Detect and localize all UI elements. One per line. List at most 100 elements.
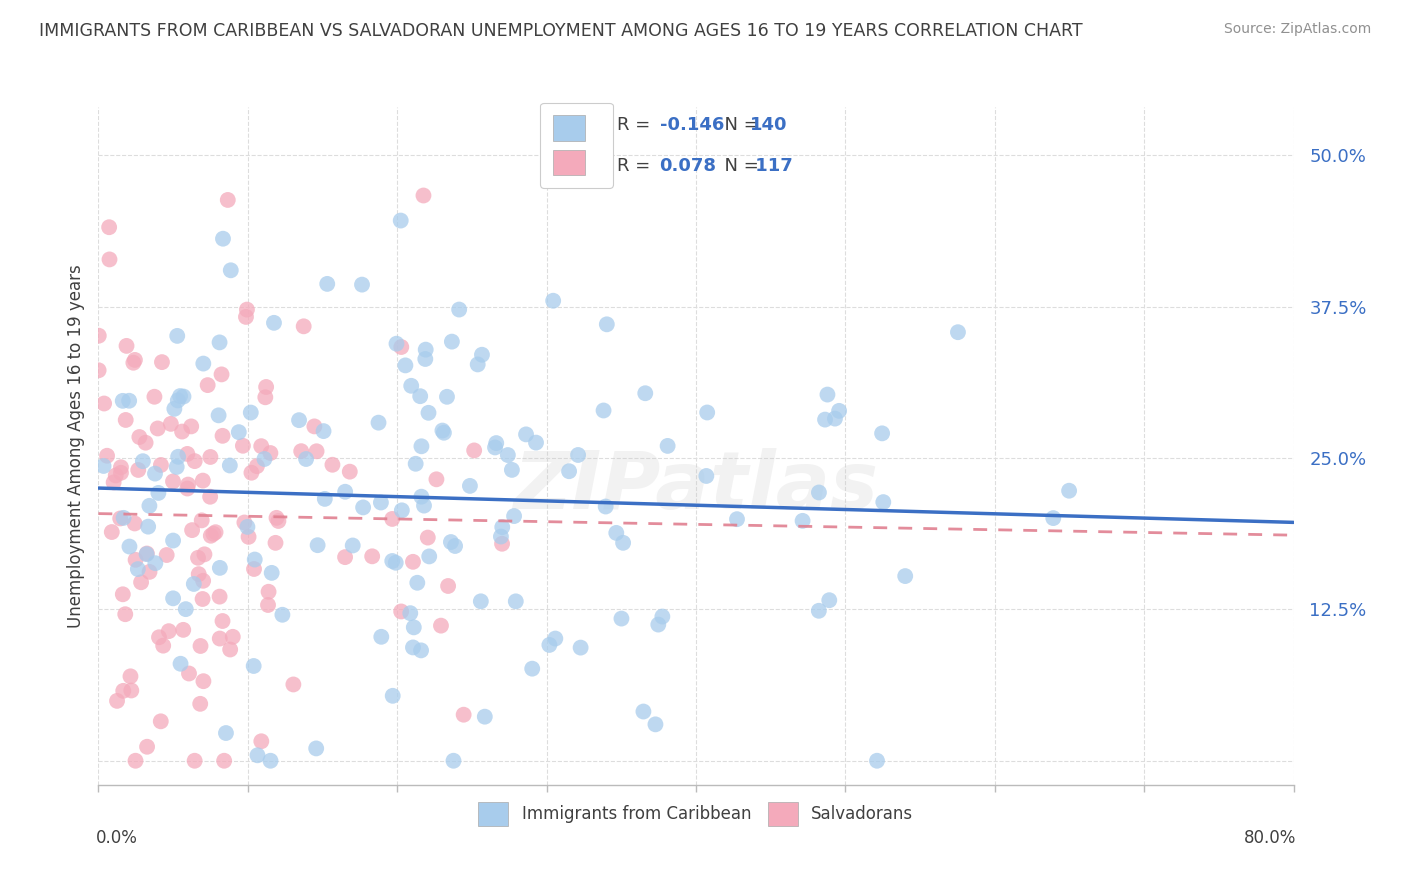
Salvadorans xyxy=(254,390,277,404)
Salvadorans xyxy=(389,604,412,618)
Text: Source: ZipAtlas.com: Source: ZipAtlas.com xyxy=(1223,22,1371,37)
Salvadorans xyxy=(96,449,118,463)
Salvadorans xyxy=(416,531,439,545)
Salvadorans xyxy=(283,677,305,691)
Immigrants from Caribbean xyxy=(696,405,718,419)
Immigrants from Caribbean xyxy=(592,403,614,417)
Text: ZIPatlas: ZIPatlas xyxy=(513,448,879,525)
Immigrants from Caribbean xyxy=(385,336,408,351)
Immigrants from Caribbean xyxy=(470,594,492,608)
Immigrants from Caribbean xyxy=(496,448,519,462)
Salvadorans xyxy=(304,419,326,434)
Immigrants from Caribbean xyxy=(259,754,281,768)
Salvadorans xyxy=(190,513,212,527)
Immigrants from Caribbean xyxy=(567,448,589,462)
Salvadorans xyxy=(143,390,166,404)
Salvadorans xyxy=(129,575,152,590)
Immigrants from Caribbean xyxy=(458,479,481,493)
Immigrants from Caribbean xyxy=(870,426,893,441)
Salvadorans xyxy=(172,623,194,637)
Salvadorans xyxy=(114,413,136,427)
Immigrants from Caribbean xyxy=(872,495,894,509)
Immigrants from Caribbean xyxy=(148,486,170,500)
Immigrants from Caribbean xyxy=(411,490,433,504)
Immigrants from Caribbean xyxy=(167,450,190,464)
Immigrants from Caribbean xyxy=(474,709,496,723)
Immigrants from Caribbean xyxy=(136,519,159,533)
Salvadorans xyxy=(264,536,287,550)
Salvadorans xyxy=(124,553,146,567)
Salvadorans xyxy=(240,466,263,480)
Immigrants from Caribbean xyxy=(644,717,666,731)
Salvadorans xyxy=(115,339,138,353)
Immigrants from Caribbean xyxy=(605,525,627,540)
Salvadorans xyxy=(127,463,149,477)
Salvadorans xyxy=(202,526,225,541)
Immigrants from Caribbean xyxy=(471,348,494,362)
Salvadorans xyxy=(138,565,160,579)
Salvadorans xyxy=(266,511,288,525)
Immigrants from Caribbean xyxy=(333,484,356,499)
Immigrants from Caribbean xyxy=(814,412,837,426)
Salvadorans xyxy=(412,188,434,202)
Immigrants from Caribbean xyxy=(596,318,619,332)
Immigrants from Caribbean xyxy=(208,561,231,575)
Immigrants from Caribbean xyxy=(305,741,328,756)
Immigrants from Caribbean xyxy=(595,500,617,514)
Salvadorans xyxy=(180,419,202,434)
Salvadorans xyxy=(305,444,328,458)
Immigrants from Caribbean xyxy=(411,439,433,453)
Salvadorans xyxy=(157,624,180,639)
Salvadorans xyxy=(290,444,312,458)
Salvadorans xyxy=(191,474,214,488)
Immigrants from Caribbean xyxy=(633,705,655,719)
Text: N =: N = xyxy=(713,116,765,134)
Immigrants from Caribbean xyxy=(402,620,425,634)
Immigrants from Caribbean xyxy=(558,464,581,478)
Salvadorans xyxy=(204,525,226,540)
Immigrants from Caribbean xyxy=(212,232,235,246)
Immigrants from Caribbean xyxy=(467,358,489,372)
Immigrants from Caribbean xyxy=(173,390,195,404)
Immigrants from Caribbean xyxy=(505,594,527,608)
Immigrants from Caribbean xyxy=(610,611,633,625)
Immigrants from Caribbean xyxy=(169,389,191,403)
Immigrants from Caribbean xyxy=(263,316,285,330)
Salvadorans xyxy=(453,707,475,722)
Immigrants from Caribbean xyxy=(132,454,155,468)
Immigrants from Caribbean xyxy=(243,552,266,566)
Salvadorans xyxy=(149,714,172,729)
Immigrants from Caribbean xyxy=(166,459,188,474)
Salvadorans xyxy=(187,550,209,565)
Salvadorans xyxy=(211,614,233,628)
Immigrants from Caribbean xyxy=(866,754,889,768)
Immigrants from Caribbean xyxy=(111,393,134,408)
Text: 0.0%: 0.0% xyxy=(96,829,138,847)
Immigrants from Caribbean xyxy=(432,424,454,438)
Immigrants from Caribbean xyxy=(399,606,422,620)
Salvadorans xyxy=(150,355,173,369)
Text: 140: 140 xyxy=(749,116,787,134)
Immigrants from Caribbean xyxy=(295,452,318,467)
Immigrants from Caribbean xyxy=(612,536,634,550)
Text: 0.078: 0.078 xyxy=(659,156,717,175)
Immigrants from Caribbean xyxy=(183,577,205,591)
Immigrants from Caribbean xyxy=(807,485,830,500)
Salvadorans xyxy=(491,537,513,551)
Immigrants from Caribbean xyxy=(444,539,467,553)
Immigrants from Caribbean xyxy=(1042,511,1064,525)
Immigrants from Caribbean xyxy=(350,277,373,292)
Immigrants from Caribbean xyxy=(409,643,432,657)
Salvadorans xyxy=(200,529,222,543)
Immigrants from Caribbean xyxy=(418,406,440,420)
Immigrants from Caribbean xyxy=(143,556,166,570)
Immigrants from Caribbean xyxy=(162,533,184,548)
Immigrants from Caribbean xyxy=(367,416,389,430)
Immigrants from Caribbean xyxy=(271,607,294,622)
Text: 117: 117 xyxy=(749,156,793,175)
Text: N =: N = xyxy=(713,156,765,175)
Salvadorans xyxy=(437,579,460,593)
Immigrants from Caribbean xyxy=(370,630,392,644)
Salvadorans xyxy=(222,630,245,644)
Immigrants from Caribbean xyxy=(651,609,673,624)
